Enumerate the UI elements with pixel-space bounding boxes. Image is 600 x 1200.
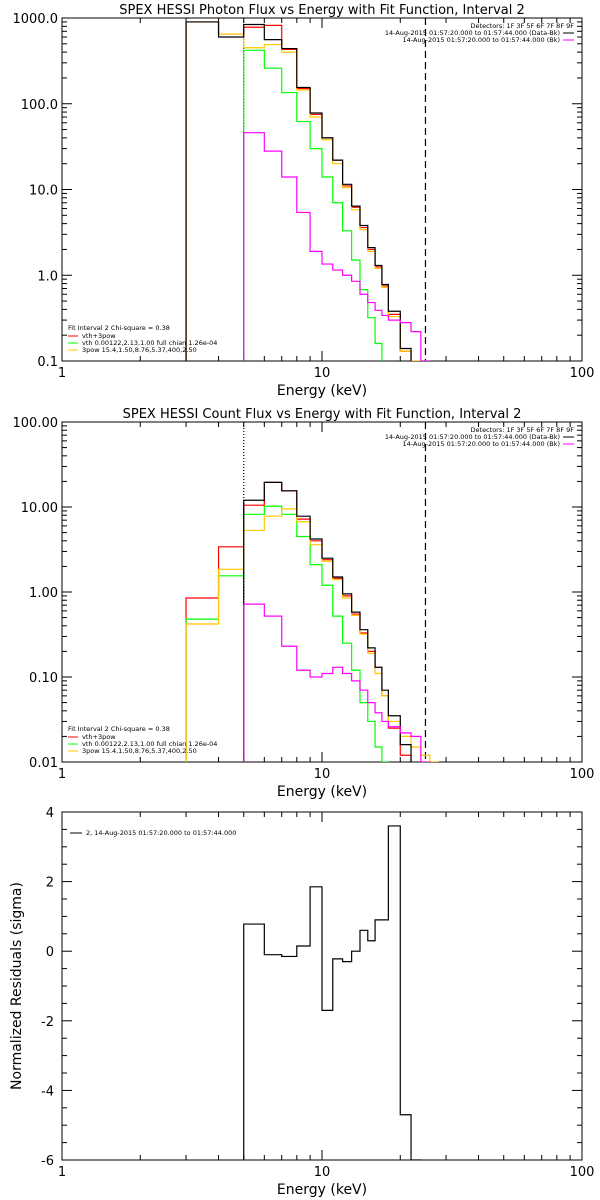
data-interval-label: 14-Aug-2015 01:57:20.000 to 01:57:44.000… xyxy=(385,29,560,37)
background-interval-label: 14-Aug-2015 01:57:20.000 to 01:57:44.000… xyxy=(403,36,560,44)
series-2-histogram xyxy=(185,21,431,361)
chart-panel-1: 1 10 100 0.1 1.0 10.0 100.0 1000.0 SPEX HESSI Ph… xyxy=(13,3,595,399)
y-axis: 0.01 0.10 1.00 10.00 100.00 xyxy=(13,416,582,771)
legend-item-2: 3pow 15.4,1.50,8.76,5.37,400,2.50 xyxy=(82,346,197,354)
y-tick-label: 1.0 xyxy=(37,269,58,284)
y-tick-label: 0 xyxy=(46,945,54,960)
x-tick-label: 1 xyxy=(58,1165,66,1180)
y-tick-label: 1000.0 xyxy=(13,12,59,27)
chart-title: SPEX HESSI Count Flux vs Energy with Fit… xyxy=(123,407,522,422)
series-3-histogram xyxy=(185,21,412,361)
detectors-label: Detectors: 1F 3F 5F 6F 7F 8F 9F xyxy=(471,426,575,434)
y-tick-label: 100.0 xyxy=(21,98,58,113)
y-tick-label: 10.0 xyxy=(29,184,58,199)
legend: 2, 14-Aug-2015 01:57:20.000 to 01:57:44.… xyxy=(70,829,236,837)
legend-item-2: 3pow 15.4,1.50,8.76,5.37,400,2.50 xyxy=(82,747,197,755)
y-tick-label: 4 xyxy=(46,806,54,821)
x-axis: 1 10 100 xyxy=(58,422,595,782)
x-tick-label: 10 xyxy=(314,1165,331,1180)
y-tick-label: -4 xyxy=(41,1084,54,1099)
x-axis: 1 10 100 xyxy=(58,18,595,381)
series-4-histogram xyxy=(243,603,431,762)
y-tick-label: 0.10 xyxy=(29,671,58,686)
series-group xyxy=(185,481,439,762)
data-interval-label: 14-Aug-2015 01:57:20.000 to 01:57:44.000… xyxy=(385,433,560,441)
series-0-histogram xyxy=(243,825,422,1160)
legend-item-0: vth+3pow xyxy=(82,332,116,340)
series-3-histogram xyxy=(243,481,412,762)
background-interval-label: 14-Aug-2015 01:57:20.000 to 01:57:44.000… xyxy=(403,440,560,448)
x-axis-label: Energy (keV) xyxy=(277,383,367,399)
x-axis: 1 10 100 xyxy=(58,812,595,1180)
legend-item-0: 2, 14-Aug-2015 01:57:20.000 to 01:57:44.… xyxy=(86,829,236,837)
y-axis: 0.1 1.0 10.0 100.0 1000.0 xyxy=(13,12,582,370)
x-tick-label: 100 xyxy=(570,366,595,381)
x-tick-label: 1 xyxy=(58,366,66,381)
x-axis-label: Energy (keV) xyxy=(277,1182,367,1198)
chart-panel-3: 1 10 100 -6 -4 -2 0 2 4 Energy (keV) Normalized Re… xyxy=(9,806,594,1198)
y-tick-label: -2 xyxy=(41,1015,54,1030)
series-1-histogram xyxy=(185,505,389,762)
x-tick-label: 100 xyxy=(570,1165,595,1180)
x-tick-label: 1 xyxy=(58,767,66,782)
x-tick-label: 10 xyxy=(314,767,331,782)
y-tick-label: 1.00 xyxy=(29,586,58,601)
series-group xyxy=(185,21,431,361)
legend: Fit Interval 2 Chi-square = 0.38vth+3pow… xyxy=(68,725,217,755)
series-group xyxy=(243,825,422,1160)
series-4-histogram xyxy=(243,132,431,361)
detectors-label: Detectors: 1F 3F 5F 6F 7F 8F 9F xyxy=(471,22,575,30)
y-axis-label: Normalized Residuals (sigma) xyxy=(9,882,25,1090)
y-tick-label: 2 xyxy=(46,876,54,891)
y-tick-label: 0.1 xyxy=(37,355,58,370)
legend-header: Fit Interval 2 Chi-square = 0.38 xyxy=(68,725,170,733)
chart-title: SPEX HESSI Photon Flux vs Energy with Fi… xyxy=(119,3,525,18)
y-tick-label: -6 xyxy=(41,1154,54,1169)
legend-item-0: vth+3pow xyxy=(82,733,116,741)
y-axis: -6 -4 -2 0 2 4 xyxy=(41,806,582,1169)
data-info-box: Detectors: 1F 3F 5F 6F 7F 8F 9F14-Aug-20… xyxy=(385,426,574,448)
legend: Fit Interval 2 Chi-square = 0.38vth+3pow… xyxy=(68,324,217,354)
series-1-histogram xyxy=(243,49,383,361)
legend-header: Fit Interval 2 Chi-square = 0.38 xyxy=(68,324,170,332)
legend-item-1: vth 0.00122,2.13,1.00 full chian 1.26e-0… xyxy=(82,740,217,748)
y-tick-label: 10.00 xyxy=(21,501,58,516)
y-tick-label: 100.00 xyxy=(13,416,59,431)
y-tick-label: 0.01 xyxy=(29,756,58,771)
x-axis-label: Energy (keV) xyxy=(277,784,367,800)
legend-item-1: vth 0.00122,2.13,1.00 full chian 1.26e-0… xyxy=(82,339,217,347)
data-info-box: Detectors: 1F 3F 5F 6F 7F 8F 9F14-Aug-20… xyxy=(385,22,574,44)
x-tick-label: 10 xyxy=(314,366,331,381)
chart-panel-2: 1 10 100 0.01 0.10 1.00 10.00 100.00 SPEX HESSI … xyxy=(13,407,595,800)
x-tick-label: 100 xyxy=(570,767,595,782)
